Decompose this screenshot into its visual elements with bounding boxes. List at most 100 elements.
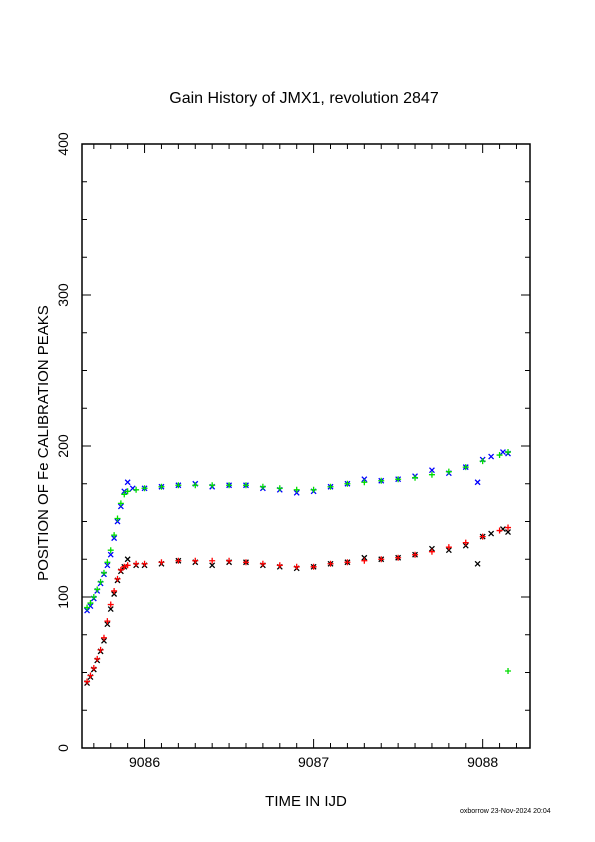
data-point bbox=[104, 559, 111, 566]
series-2 bbox=[84, 526, 511, 687]
data-point bbox=[107, 547, 114, 554]
data-point bbox=[259, 560, 266, 567]
data-point bbox=[111, 535, 118, 542]
data-point bbox=[111, 532, 118, 539]
data-point bbox=[479, 533, 486, 540]
data-point bbox=[293, 486, 300, 493]
data-point bbox=[344, 480, 351, 487]
y-tick-label: 0 bbox=[55, 744, 71, 752]
data-point bbox=[111, 587, 118, 594]
data-point bbox=[226, 557, 233, 564]
data-point bbox=[479, 458, 486, 465]
data-point bbox=[124, 488, 131, 495]
data-point bbox=[101, 637, 107, 644]
data-point bbox=[192, 557, 199, 564]
data-point bbox=[114, 518, 121, 525]
x-axis-label: TIME IN IJD bbox=[265, 793, 347, 810]
data-point bbox=[209, 562, 216, 569]
data-point bbox=[293, 489, 300, 496]
series-1 bbox=[84, 449, 512, 674]
data-point bbox=[111, 591, 118, 597]
data-point bbox=[276, 485, 283, 492]
data-point bbox=[192, 482, 199, 489]
data-point bbox=[121, 488, 128, 495]
data-point bbox=[104, 562, 111, 569]
data-point bbox=[428, 548, 435, 555]
footer-credit: oxborrow 23-Nov-2024 20:04 bbox=[460, 808, 551, 815]
data-point bbox=[276, 562, 283, 569]
x-tick-label: 9086 bbox=[129, 754, 160, 770]
data-point bbox=[488, 453, 495, 460]
y-axis-label: POSITION OF Fe CALIBRATION PEAKS bbox=[35, 305, 52, 581]
data-point bbox=[158, 483, 165, 490]
data-point bbox=[327, 560, 334, 567]
data-points bbox=[84, 449, 512, 687]
chart-title: Gain History of JMX1, revolution 2847 bbox=[169, 90, 439, 107]
data-point bbox=[310, 486, 317, 493]
data-point bbox=[445, 468, 452, 475]
data-point bbox=[114, 515, 121, 522]
data-point bbox=[124, 562, 131, 569]
data-point bbox=[361, 557, 368, 564]
y-tick-label: 400 bbox=[55, 132, 71, 156]
data-point bbox=[121, 491, 128, 498]
data-point bbox=[100, 569, 107, 576]
data-point bbox=[107, 551, 114, 558]
data-point bbox=[361, 554, 368, 561]
tick-labels: 0 100 200 300 400 9086 9087 9088 bbox=[55, 132, 498, 770]
data-point bbox=[412, 551, 419, 558]
data-point bbox=[84, 678, 91, 685]
data-point bbox=[395, 476, 402, 483]
data-point bbox=[361, 476, 368, 483]
data-point bbox=[104, 621, 111, 628]
data-point bbox=[87, 600, 94, 607]
data-point bbox=[395, 554, 402, 561]
data-point bbox=[107, 601, 114, 608]
data-point bbox=[121, 563, 128, 570]
y-tick-label: 300 bbox=[55, 283, 71, 307]
data-point bbox=[327, 483, 334, 490]
data-point bbox=[124, 479, 131, 486]
data-point bbox=[117, 500, 124, 507]
data-point bbox=[133, 560, 140, 567]
data-point bbox=[158, 559, 165, 566]
y-tick-label: 200 bbox=[55, 434, 71, 458]
data-point bbox=[462, 539, 469, 546]
data-point bbox=[114, 575, 121, 582]
data-point bbox=[175, 557, 182, 564]
data-point bbox=[90, 664, 97, 671]
data-point bbox=[124, 556, 131, 563]
data-point bbox=[84, 607, 91, 614]
data-point bbox=[428, 467, 435, 474]
data-point bbox=[104, 618, 111, 625]
series-0 bbox=[84, 449, 511, 614]
data-point bbox=[505, 529, 511, 536]
data-point bbox=[242, 559, 249, 566]
data-point bbox=[97, 646, 104, 653]
data-point bbox=[462, 464, 469, 471]
data-point bbox=[107, 606, 114, 613]
x-tick-label: 9087 bbox=[298, 754, 329, 770]
data-point bbox=[94, 655, 101, 662]
data-point bbox=[293, 563, 300, 570]
data-point bbox=[141, 485, 148, 492]
data-point bbox=[412, 474, 419, 481]
plot-border bbox=[81, 143, 531, 749]
data-point bbox=[474, 479, 481, 486]
data-point bbox=[445, 547, 452, 554]
data-point bbox=[344, 559, 351, 566]
x-tick-label: 9088 bbox=[467, 754, 498, 770]
data-point bbox=[505, 524, 512, 531]
y-tick-label: 100 bbox=[55, 585, 71, 609]
data-point bbox=[259, 483, 266, 490]
data-point bbox=[496, 452, 503, 459]
data-point bbox=[100, 634, 107, 641]
data-point bbox=[133, 486, 140, 493]
data-point bbox=[474, 560, 481, 567]
data-point bbox=[90, 594, 97, 600]
data-point bbox=[361, 479, 368, 486]
series-3 bbox=[84, 524, 512, 685]
data-point bbox=[84, 604, 91, 611]
data-point bbox=[87, 672, 94, 679]
data-point bbox=[462, 542, 469, 549]
